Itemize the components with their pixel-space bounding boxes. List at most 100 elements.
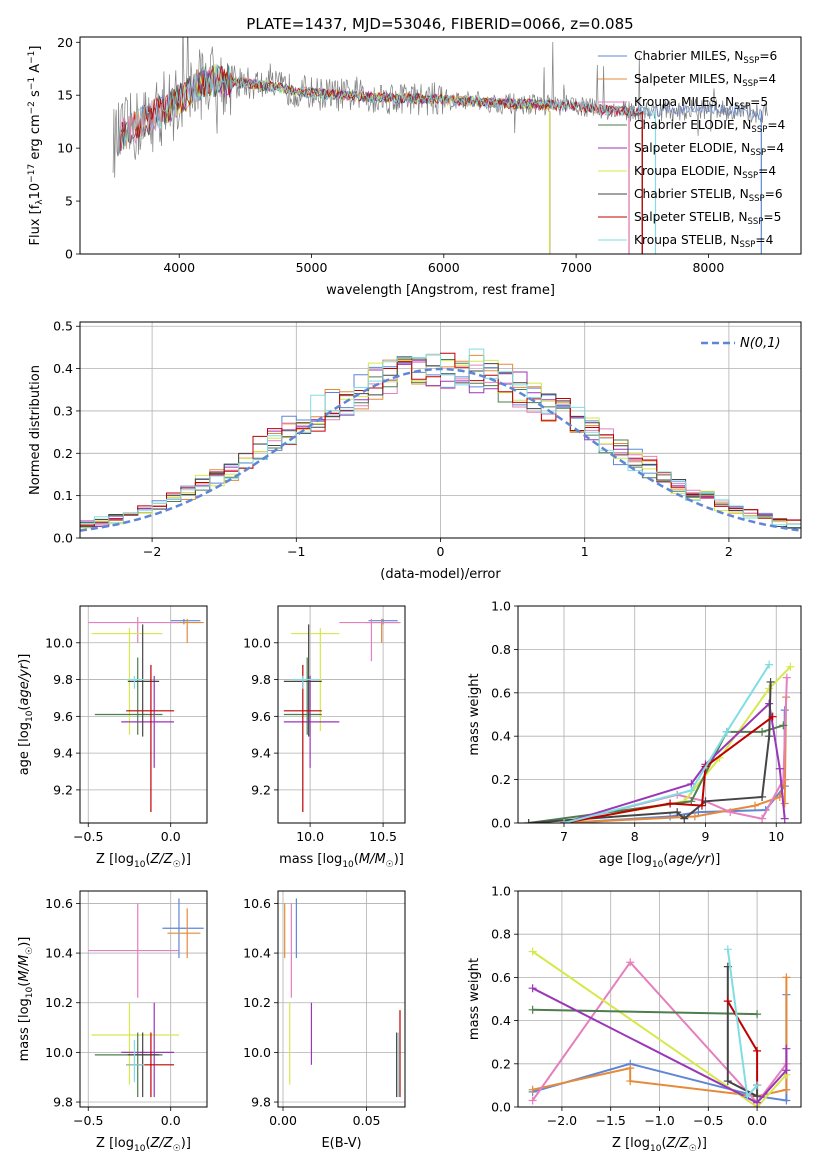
x-tick-label: −2 (143, 544, 161, 559)
spectrum-legend: Chabrier MILES, NSSP=6 Salpeter MILES, NS… (598, 49, 786, 250)
ylabel-sub: λ (35, 199, 45, 205)
y-tick-label: 0.0 (491, 1100, 511, 1115)
legend-tail: =4 (766, 141, 784, 155)
y-axis-label: Normed distribution (28, 365, 43, 495)
mass-weight-line (563, 701, 786, 823)
axes-mass_weight_vs_Z: −2.0 −1.5 −1.0 −0.5 0.0 0.0 0.2 0.4 0.6 0.8 1.0 (491, 884, 802, 1128)
y-tick-label: 0.3 (53, 403, 73, 418)
plot-area (524, 660, 795, 823)
legend-tail: =4 (758, 164, 776, 178)
label-part: Z [log (612, 1136, 650, 1151)
axes-frame (277, 890, 406, 1108)
y-tick-label: 9.4 (53, 746, 73, 761)
axes-frame (79, 890, 208, 1108)
mass-weight-marker (626, 958, 635, 967)
plot-area (88, 898, 204, 1098)
mass-weight-marker (722, 727, 731, 736)
x-tick-label: 9 (702, 829, 710, 844)
ylabel-sup: −1 (27, 51, 37, 64)
mass-weight-marker (559, 819, 568, 823)
y-tick-label: 9.6 (251, 709, 271, 724)
x-tick-label: 10.0 (296, 829, 324, 844)
mass-weight-line (563, 677, 788, 823)
y-tick-label: 10.6 (243, 896, 271, 911)
legend-subscript: SSP (750, 148, 766, 158)
mass-weight-marker (524, 819, 533, 823)
axes-mass_vs_ebv: 0.00 0.05 9.8 10.0 10.2 10.4 10.6 (243, 890, 406, 1128)
model-spectrum-line (118, 63, 656, 156)
y-tick-label: 0.8 (491, 927, 511, 942)
mass-weight-marker (782, 1044, 791, 1053)
x-tick-label: 5000 (296, 260, 328, 275)
mass-weight-marker (666, 812, 675, 821)
axes-frame (517, 890, 802, 1108)
legend-tail: =4 (755, 233, 773, 247)
mass-weight-marker (528, 947, 537, 956)
plot-area (112, 37, 769, 254)
plot-area (284, 898, 401, 1098)
mass-weight-marker (723, 1077, 732, 1086)
label-sub: ☉ (25, 947, 35, 955)
x-tick-label: −0.5 (73, 829, 103, 844)
y-tick-label: 9.6 (53, 709, 73, 724)
mass-weight-marker (780, 814, 789, 823)
label-sub: 10 (134, 1144, 146, 1154)
legend-subscript: SSP (734, 102, 750, 112)
label-part: )] (710, 852, 720, 867)
y-tick-label: 15 (57, 88, 73, 103)
legend-label: Kroupa ELODIE, NSSP=4 (634, 164, 776, 181)
x-tick-label: 6000 (428, 260, 460, 275)
mass-weight-marker (786, 662, 795, 671)
label-part: Z [log (96, 1136, 134, 1151)
y-tick-label: 10.4 (243, 946, 271, 961)
plot-area (283, 618, 401, 812)
label-part: ( (663, 852, 668, 867)
x-tick-label: 0 (437, 544, 445, 559)
mass-weight-marker (743, 1092, 752, 1101)
ylabel-part: ] (28, 46, 43, 51)
x-tick-label: 10.5 (369, 829, 397, 844)
x-axis-label: Z [log10(Z/Z☉)] (96, 852, 191, 870)
label-part: age [log (599, 852, 652, 867)
y-tick-label: 0.0 (53, 531, 73, 546)
legend-subscript: SSP (747, 217, 763, 227)
mass-weight-marker (765, 684, 774, 693)
label-sub: 10 (342, 860, 354, 870)
legend-label: Chabrier STELIB, NSSP=6 (634, 187, 783, 204)
y-tick-label: 10.2 (243, 995, 271, 1010)
y-axis-label: Flux [fλ10−17 erg cm−2 s−1 A−1] (27, 46, 45, 246)
legend-label: Salpeter ELODIE, NSSP=4 (634, 141, 784, 158)
mass-weight-line (531, 960, 788, 1105)
label-italic: M/M (17, 955, 32, 982)
axes-frame (79, 605, 208, 824)
legend-tail: =4 (767, 118, 785, 132)
y-tick-label: 10.0 (45, 635, 73, 650)
y-tick-label: 5 (65, 194, 73, 209)
mass-weight-line (563, 664, 771, 823)
plot-area (88, 617, 204, 812)
x-tick-label: 8000 (692, 260, 724, 275)
legend-tail: =5 (763, 210, 781, 224)
mass-weight-marker (753, 1010, 762, 1019)
y-tick-label: 0.8 (491, 642, 511, 657)
legend-label: N(0,1) (740, 336, 781, 351)
legend-tail: =5 (750, 95, 768, 109)
label-italic: M/M (359, 852, 386, 867)
x-tick-label: 0.0 (161, 829, 181, 844)
label-sub: ☉ (173, 1144, 181, 1154)
axes-frame (79, 321, 802, 539)
mass-weight-marker (680, 814, 689, 823)
mass-weight-marker (758, 792, 767, 801)
mass-weight-marker (723, 945, 732, 954)
legend-label: Salpeter STELIB, NSSP=5 (634, 210, 781, 227)
ylabel-sup: −2 (27, 101, 37, 114)
histogram-series (80, 348, 801, 531)
mass-weight-marker (758, 727, 767, 736)
mass-weight-marker (758, 814, 767, 823)
mass-weight-marker (687, 786, 696, 795)
y-tick-label: 1.0 (491, 884, 511, 899)
mass-weight-marker (753, 1081, 762, 1090)
label-part: )] (17, 937, 32, 947)
mass-weight-marker (694, 808, 703, 817)
label-italic: Z/Z (150, 1136, 174, 1151)
